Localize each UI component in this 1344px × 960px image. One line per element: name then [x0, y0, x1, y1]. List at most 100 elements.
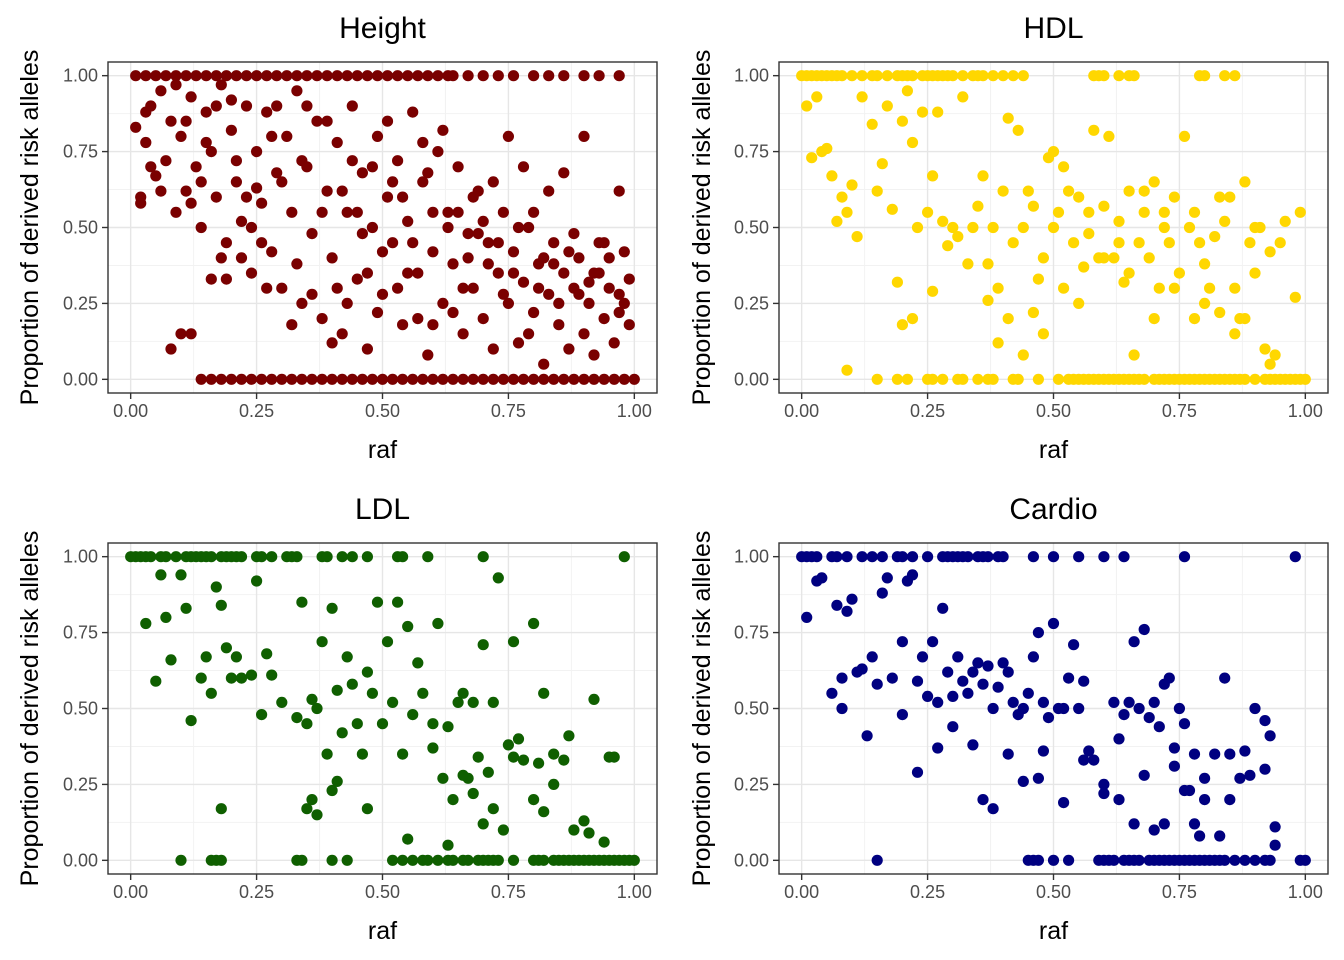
data-point	[558, 267, 570, 279]
data-point	[392, 596, 404, 608]
data-point	[361, 666, 373, 678]
data-point	[618, 246, 630, 258]
data-point	[467, 191, 479, 203]
data-point	[1047, 551, 1060, 563]
panel-title: Height	[339, 12, 426, 45]
data-point	[1239, 176, 1251, 188]
data-point	[251, 182, 263, 194]
data-point	[165, 115, 177, 127]
data-point	[397, 748, 409, 760]
data-point	[1118, 709, 1130, 721]
data-point	[906, 551, 919, 563]
data-point	[1239, 373, 1251, 385]
data-point	[452, 696, 464, 709]
data-point	[140, 617, 152, 630]
data-point	[578, 373, 590, 385]
data-point	[856, 663, 868, 675]
data-point	[1224, 748, 1236, 760]
data-point	[180, 602, 192, 614]
data-point	[407, 106, 419, 118]
data-point	[871, 70, 883, 82]
data-point	[346, 373, 358, 385]
data-point	[291, 258, 303, 270]
data-point	[543, 288, 555, 300]
data-point	[1083, 228, 1095, 240]
x-tick-label: 0.25	[910, 401, 945, 421]
data-point	[251, 70, 263, 82]
data-point	[836, 191, 848, 203]
data-point	[517, 276, 530, 288]
data-point	[457, 769, 469, 781]
data-point	[927, 170, 939, 182]
data-point	[447, 794, 459, 806]
data-point	[568, 228, 580, 240]
data-point	[130, 70, 142, 82]
data-point	[457, 328, 469, 340]
data-point	[1259, 763, 1271, 775]
data-point	[1098, 551, 1110, 563]
x-tick-label: 0.25	[910, 882, 945, 902]
data-point	[376, 718, 389, 730]
data-point	[1219, 854, 1231, 866]
data-point	[276, 696, 288, 709]
data-point	[957, 91, 969, 103]
data-point	[356, 228, 368, 240]
y-axis-title: Proportion of derived risk alleles	[688, 531, 716, 887]
data-point	[296, 854, 308, 866]
data-point	[251, 575, 263, 587]
data-point	[200, 106, 212, 118]
data-point	[200, 136, 212, 149]
data-point	[402, 620, 414, 633]
data-point	[982, 294, 994, 306]
data-point	[952, 231, 964, 243]
data-point	[1264, 358, 1276, 370]
data-point	[841, 206, 853, 218]
data-point	[906, 569, 919, 581]
data-point	[235, 215, 248, 227]
data-point	[301, 100, 313, 112]
data-point	[977, 70, 989, 82]
data-point	[538, 373, 550, 385]
data-point	[381, 636, 394, 648]
data-point	[1113, 237, 1125, 249]
data-point	[896, 636, 909, 648]
data-point	[230, 651, 242, 663]
data-point	[190, 70, 202, 82]
data-point	[1128, 349, 1140, 361]
data-point	[1037, 696, 1049, 709]
data-point	[387, 176, 399, 188]
data-point	[1063, 185, 1075, 197]
data-point	[281, 130, 293, 142]
data-point	[422, 167, 434, 179]
data-point	[1078, 261, 1090, 273]
data-point	[1249, 221, 1261, 234]
data-point	[1017, 702, 1029, 715]
points-ldl	[125, 551, 640, 866]
data-point	[967, 221, 979, 234]
data-point	[245, 669, 258, 681]
data-point	[583, 276, 595, 288]
data-point	[507, 70, 520, 82]
data-point	[412, 657, 424, 669]
data-point	[1078, 754, 1090, 766]
data-point	[381, 191, 394, 203]
data-point	[932, 742, 944, 754]
data-point	[841, 551, 853, 563]
data-point	[271, 70, 283, 82]
data-point	[1002, 313, 1014, 325]
y-tick-label: 0.50	[734, 699, 769, 719]
data-point	[1249, 373, 1261, 385]
y-axis-title: Proportion of derived risk alleles	[16, 50, 44, 406]
data-point	[1047, 221, 1060, 234]
data-point	[170, 551, 182, 563]
data-point	[831, 551, 843, 563]
data-point	[927, 636, 939, 648]
data-point	[967, 666, 979, 678]
data-point	[442, 206, 454, 218]
data-point	[1027, 306, 1039, 319]
data-point	[922, 690, 934, 703]
data-point	[1264, 730, 1276, 742]
data-point	[563, 246, 575, 258]
data-point	[185, 715, 197, 727]
data-point	[1239, 745, 1251, 757]
